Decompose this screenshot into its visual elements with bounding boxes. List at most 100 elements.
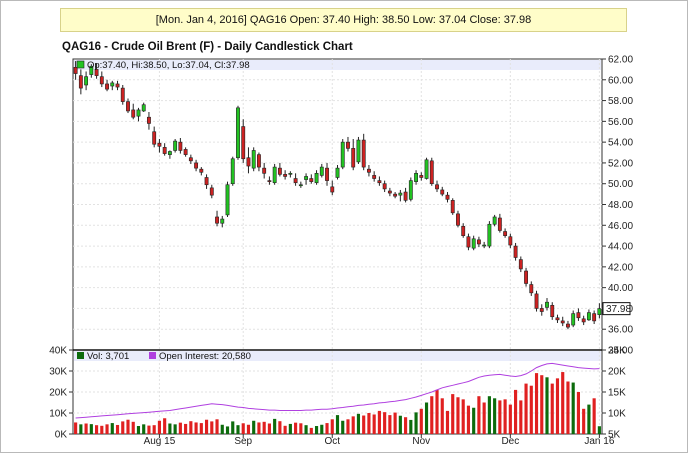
price-tick-label: 54.00 — [608, 138, 633, 149]
volume-bar — [94, 425, 99, 434]
volume-tick-label: 20K — [49, 388, 67, 399]
candle-body — [450, 200, 455, 214]
candle-body — [283, 174, 288, 177]
candle-body — [194, 162, 199, 169]
volume-bar — [534, 373, 539, 434]
volume-bar — [555, 378, 560, 434]
volume-bar — [84, 423, 88, 434]
candle-body — [387, 190, 392, 194]
candle-body — [440, 189, 445, 195]
candle-body — [183, 149, 188, 155]
candle-body — [445, 194, 450, 200]
candle-body — [372, 175, 377, 179]
candle-body — [560, 320, 565, 324]
volume-tick-label: 30K — [49, 367, 67, 378]
candle-body — [471, 238, 476, 249]
candle-body — [167, 151, 172, 155]
candle-body — [236, 107, 240, 159]
candle-body — [456, 213, 460, 226]
volume-bar — [257, 422, 261, 434]
volume-bar — [309, 427, 313, 434]
candle-body — [267, 180, 272, 182]
price-tick-label: 46.00 — [608, 221, 633, 232]
volume-bar — [241, 423, 245, 434]
candle-body — [246, 157, 251, 167]
volume-bar — [115, 424, 120, 434]
candle-body — [126, 101, 130, 112]
candle-body — [398, 192, 403, 196]
price-tick-label: 52.00 — [608, 158, 633, 169]
oi-tick-label: 5K — [608, 430, 621, 441]
volume-bar — [163, 418, 167, 434]
candle-body — [534, 293, 539, 309]
price-tick-label: 48.00 — [608, 200, 633, 211]
volume-bar — [199, 423, 203, 434]
volume-bar — [168, 423, 172, 434]
candle-body — [215, 216, 219, 224]
candle-body — [99, 76, 104, 85]
volume-bar — [362, 415, 366, 434]
volume-bar — [582, 408, 586, 434]
price-tick-label: 62.00 — [608, 55, 633, 66]
volume-bar — [550, 383, 554, 434]
price-tick-label: 36.00 — [608, 325, 633, 336]
candle-body — [503, 231, 508, 236]
price-panel: Op:37.40, Hi:38.50, Lo:37.04, Cl:37.98 — [73, 60, 602, 330]
candle-body — [497, 217, 502, 231]
candle-body — [424, 159, 429, 179]
volume-bar — [519, 400, 523, 434]
candle-body — [513, 245, 518, 258]
volume-bar — [372, 414, 376, 434]
volume-tick-label: 40K — [49, 346, 67, 357]
price-legend-swatch — [76, 60, 85, 69]
candle-body — [340, 141, 345, 168]
candle-body — [325, 167, 329, 181]
candle-body — [84, 76, 89, 86]
candle-body — [435, 184, 439, 190]
volume-bar — [461, 399, 465, 434]
candle-body — [461, 226, 466, 236]
volume-bar — [273, 418, 277, 434]
candle-body — [524, 270, 528, 284]
time-tick-label: Aug 15 — [144, 436, 176, 447]
candle-body — [94, 69, 99, 76]
volume-bar — [576, 392, 581, 434]
time-tick-label: Sep — [234, 436, 252, 447]
volume-bar — [529, 385, 533, 434]
volume-bar — [335, 415, 340, 434]
volume-bar — [152, 425, 156, 434]
time-tick-label: Nov — [412, 436, 430, 447]
volume-bar — [278, 421, 282, 434]
candle-body — [367, 168, 371, 173]
volume-bar — [121, 421, 125, 434]
volume-bar — [451, 394, 455, 434]
volume-bar — [320, 424, 324, 434]
volume-bar — [435, 389, 439, 434]
volume-bar — [294, 422, 298, 434]
volume-bar — [304, 425, 308, 434]
volume-bar — [566, 381, 570, 434]
candle-body — [319, 166, 324, 176]
volume-bar — [79, 424, 83, 434]
candle-body — [105, 83, 109, 90]
volume-bar — [136, 426, 141, 434]
oi-legend-text: Open Interest: 20,580 — [159, 351, 251, 362]
candle-body — [476, 239, 481, 245]
volume-bar — [142, 424, 146, 434]
volume-bar — [314, 426, 319, 434]
volume-tick-label: 0K — [55, 430, 68, 441]
candle-body — [581, 318, 586, 323]
candle-body — [508, 236, 513, 246]
candle-body — [152, 131, 157, 145]
volume-bar — [74, 422, 78, 434]
candle-body — [382, 183, 387, 190]
candle-body — [141, 104, 146, 112]
volume-bar — [414, 412, 418, 434]
volume-bar — [592, 398, 596, 434]
volume-bar — [220, 424, 224, 434]
volume-bar — [100, 425, 104, 434]
candle-body — [188, 157, 193, 162]
price-tick-label: 44.00 — [608, 242, 633, 253]
candle-body — [73, 67, 78, 74]
candle-body — [403, 191, 408, 201]
